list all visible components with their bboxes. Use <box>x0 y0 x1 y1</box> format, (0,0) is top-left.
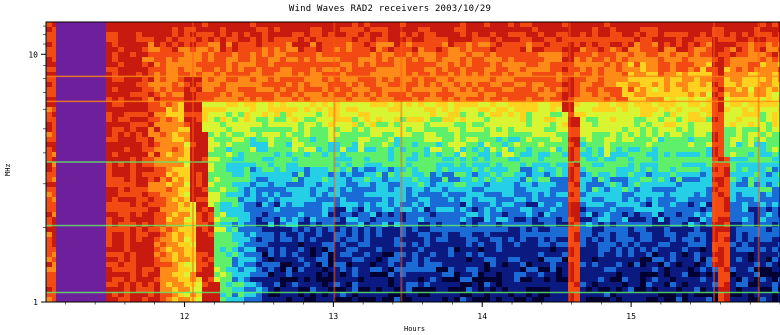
vertical-interference-line <box>757 22 760 302</box>
y-tick-label: 1 <box>33 298 38 307</box>
interference-line <box>46 75 780 78</box>
vertical-interference-line <box>191 22 194 302</box>
vertical-interference-line <box>400 22 403 302</box>
x-tick-label: 15 <box>626 312 636 321</box>
x-tick-label: 12 <box>180 312 190 321</box>
interference-line <box>46 224 780 227</box>
vertical-interference-line <box>568 22 571 302</box>
y-axis-label: MHz <box>4 163 12 176</box>
x-axis-label: Hours <box>404 325 426 333</box>
interference-line <box>46 161 780 163</box>
x-tick-label: 13 <box>329 312 339 321</box>
plot-frame <box>45 21 780 303</box>
vertical-interference-line <box>333 22 336 302</box>
interference-line <box>46 100 780 103</box>
vertical-interference-line <box>713 22 716 302</box>
y-tick-label: 10 <box>28 50 38 59</box>
interference-line <box>46 291 780 294</box>
x-tick-label: 14 <box>477 312 487 321</box>
chart-title: Wind Waves RAD2 receivers 2003/10/29 <box>288 4 492 14</box>
